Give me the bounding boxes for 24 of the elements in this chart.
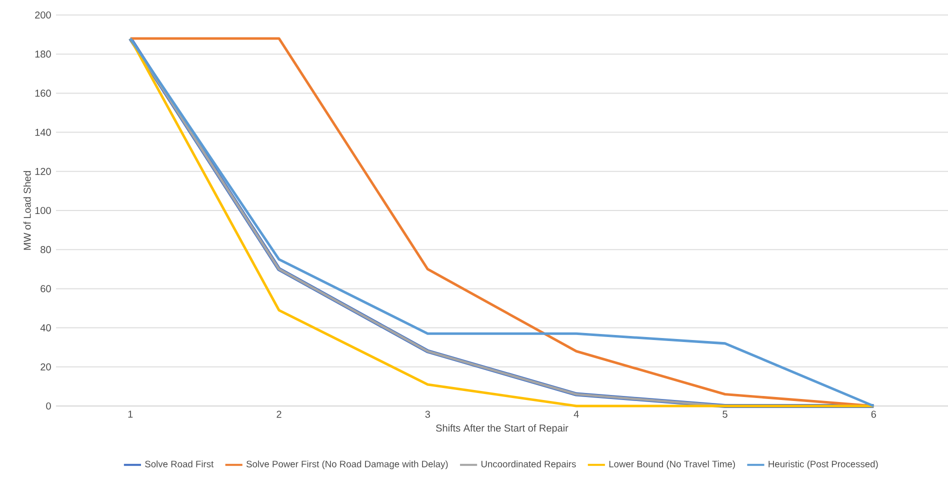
legend-label: Heuristic (Post Processed) (768, 460, 878, 470)
y-tick-label: 140 (35, 128, 51, 136)
x-tick-label: 4 (574, 410, 579, 418)
legend-label: Solve Road First (145, 460, 214, 468)
x-tick-label: 6 (871, 410, 876, 418)
x-tick-label: 2 (276, 410, 282, 418)
legend-label: Uncoordinated Repairs (481, 460, 576, 470)
y-axis-title: MW of Load Shed (23, 171, 31, 250)
y-tick-label: 80 (40, 246, 51, 254)
x-tick-label: 5 (722, 410, 728, 418)
x-tick-label: 1 (128, 410, 133, 418)
legend-label: Lower Bound (No Travel Time) (609, 460, 735, 470)
x-axis-title: Shifts After the Start of Repair (436, 424, 568, 434)
y-tick-label: 160 (35, 90, 51, 97)
y-tick-label: 60 (40, 285, 51, 292)
y-tick-label: 0 (46, 402, 51, 410)
x-tick-label: 3 (425, 410, 430, 418)
y-tick-label: 120 (35, 168, 51, 175)
y-tick-label: 100 (35, 206, 51, 214)
legend-label: Solve Power First (No Road Damage with Delay) (246, 460, 448, 470)
y-tick-label: 20 (40, 363, 51, 370)
y-tick-label: 200 (35, 11, 51, 19)
y-tick-label: 40 (40, 324, 51, 332)
y-tick-label: 180 (35, 50, 51, 58)
